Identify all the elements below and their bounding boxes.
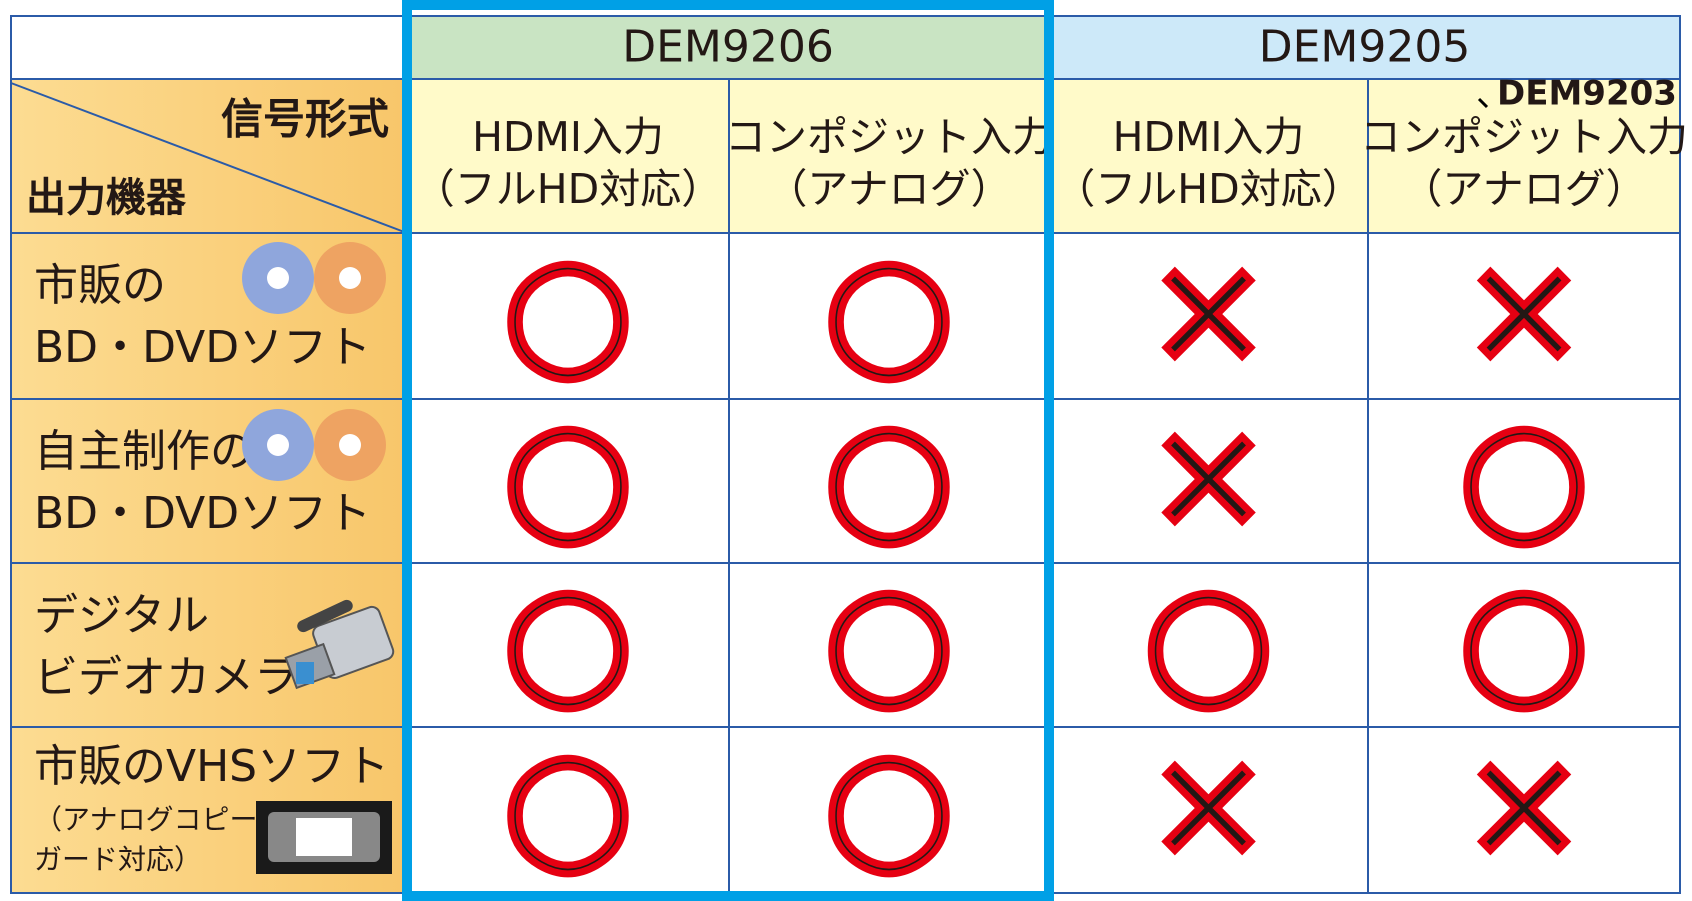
- cell: [406, 726, 730, 894]
- disc-icons: [242, 409, 386, 481]
- row-title: （アナログコピー: [34, 803, 257, 836]
- support-mark: ×: [1146, 223, 1272, 397]
- support-mark: ○: [824, 223, 955, 397]
- support-mark: ○: [824, 388, 955, 562]
- support-mark: ○: [1459, 552, 1590, 726]
- column-title: HDMI入力: [472, 113, 664, 161]
- disc-icons: [242, 242, 386, 314]
- support-mark: ○: [503, 223, 634, 397]
- corner-diagonal: [10, 82, 408, 234]
- row-title: 市販のVHSソフト: [34, 741, 389, 792]
- support-mark: ○: [503, 717, 634, 891]
- column-title: （アナログ）: [1401, 165, 1646, 213]
- column-header: [1048, 78, 1369, 234]
- model-note: DEM9203: [1497, 74, 1677, 114]
- support-mark: ○: [503, 388, 634, 562]
- cell: [728, 232, 1050, 400]
- cell: [1048, 232, 1369, 400]
- group-header: [406, 15, 1050, 80]
- corner-top: 信号形式: [221, 95, 389, 144]
- group-title: DEM9206: [622, 22, 834, 73]
- cell: [728, 562, 1050, 728]
- cell: [1367, 398, 1681, 564]
- support-mark: ○: [1459, 388, 1590, 562]
- support-mark: ○: [824, 717, 955, 891]
- icons: [242, 242, 395, 874]
- support-mark: ×: [1146, 388, 1272, 562]
- column-title: （フルHD対応）: [1054, 165, 1362, 213]
- support-mark: ○: [1143, 552, 1274, 726]
- cell: [1048, 726, 1369, 894]
- row-title: ガード対応）: [34, 843, 202, 876]
- corner-bottom: 出力機器: [26, 175, 187, 221]
- highlight-frame: [402, 0, 1054, 901]
- column-title: HDMI入力: [1113, 113, 1305, 161]
- group-header: [1048, 15, 1681, 80]
- note-tick: [1477, 97, 1489, 109]
- row-title: ビデオカメラ: [34, 652, 298, 703]
- group-title: DEM9205: [1259, 22, 1471, 73]
- cell: [1367, 232, 1681, 400]
- column-header: [1367, 78, 1681, 234]
- support-mark: ×: [1146, 717, 1272, 891]
- column-title: コンポジット入力: [725, 113, 1053, 161]
- support-mark: ○: [503, 552, 634, 726]
- row-title: BD・DVDソフト: [34, 488, 371, 539]
- cell: [406, 232, 730, 400]
- vhs-icon: [256, 801, 392, 874]
- column-title: （アナログ）: [766, 165, 1011, 213]
- column-title: （フルHD対応）: [414, 165, 722, 213]
- cell: [1367, 562, 1681, 728]
- row-title: 自主制作の: [34, 426, 254, 477]
- row-title: 市販の: [34, 260, 166, 311]
- cell: [728, 398, 1050, 564]
- row-title: BD・DVDソフト: [34, 322, 371, 373]
- blank-cell: [10, 15, 408, 80]
- row-title: デジタル: [34, 590, 209, 641]
- cell: [1367, 726, 1681, 894]
- camera-icon: [284, 599, 395, 690]
- column-title: コンポジット入力: [1360, 113, 1688, 161]
- cell: [1048, 562, 1369, 728]
- support-mark: ×: [1461, 717, 1587, 891]
- cell: [406, 398, 730, 564]
- support-mark: ×: [1461, 223, 1587, 397]
- support-mark: ○: [824, 552, 955, 726]
